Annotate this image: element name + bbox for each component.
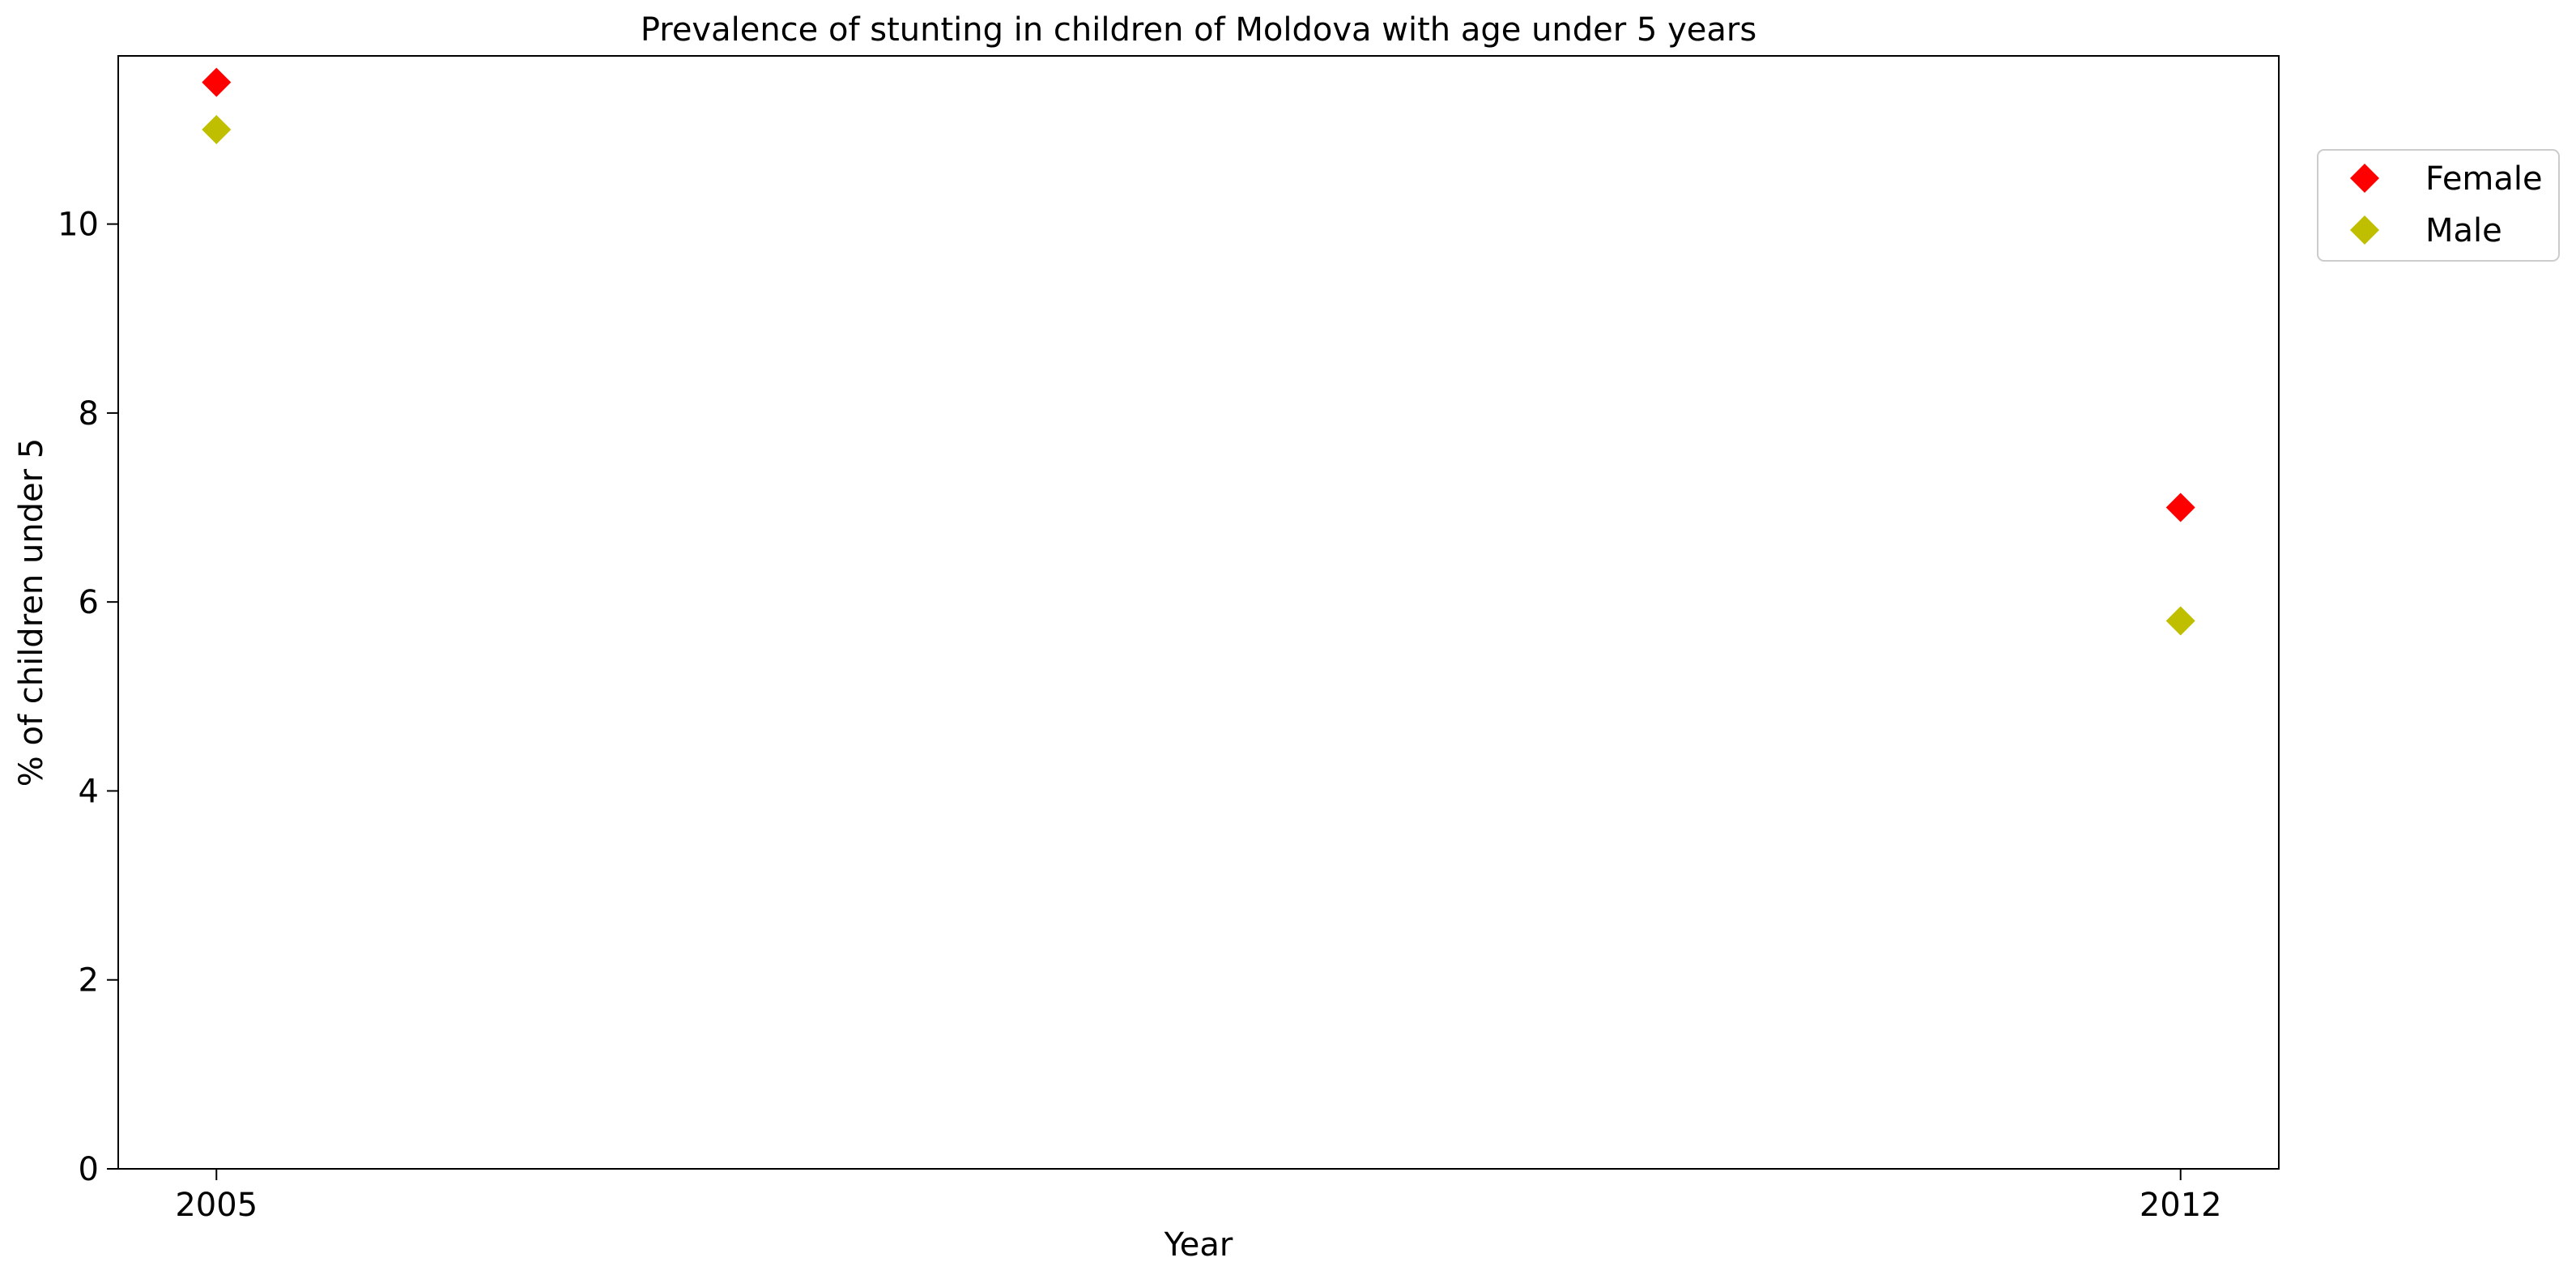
y-tick-label: 8 xyxy=(79,395,99,433)
y-axis: 0 2 4 6 8 10 xyxy=(57,207,118,1188)
x-axis-label: Year xyxy=(1164,1226,1233,1264)
plot-frame xyxy=(117,55,2280,1170)
y-tick-label: 2 xyxy=(79,962,99,1000)
legend: Female Male xyxy=(2317,149,2560,262)
legend-marker-female xyxy=(2350,164,2379,193)
legend-label-male: Male xyxy=(2425,212,2502,249)
y-axis-label: % of children under 5 xyxy=(13,438,50,787)
point-female-2012 xyxy=(2165,492,2195,522)
chart-title: Prevalence of stunting in children of Mo… xyxy=(641,11,1756,49)
plot-area xyxy=(202,67,2195,636)
point-female-2005 xyxy=(202,67,232,97)
y-tick-label: 0 xyxy=(79,1151,99,1188)
point-male-2012 xyxy=(2165,606,2195,636)
x-axis: 2005 2012 xyxy=(175,1169,2222,1224)
legend-marker-male xyxy=(2350,215,2379,245)
point-male-2005 xyxy=(202,114,232,144)
x-tick-label: 2005 xyxy=(175,1187,258,1224)
y-tick-label: 10 xyxy=(57,207,99,244)
y-tick-label: 6 xyxy=(79,584,99,621)
x-tick-label: 2012 xyxy=(2140,1187,2222,1224)
legend-label-female: Female xyxy=(2425,160,2543,198)
y-tick-label: 4 xyxy=(79,773,99,810)
